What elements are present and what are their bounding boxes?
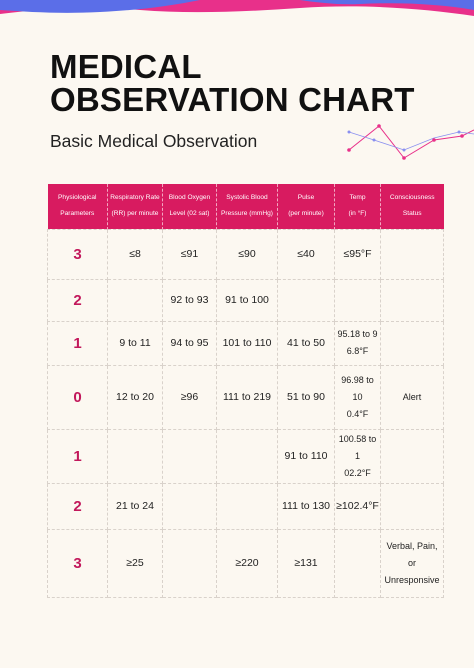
table-header: Physiological Parameters Respiratory Rate (… <box>47 184 444 229</box>
table-cell: 91 to 110 <box>277 428 335 484</box>
table-row: 0 12 to 20 ≥96 111 to 219 51 to 90 96.98 to 1… <box>47 364 444 430</box>
column-header-line: Pressure (mmHg) <box>220 210 274 218</box>
table-cell: 41 to 50 <box>277 320 335 366</box>
table-cell: ≥25 <box>107 528 163 598</box>
column-header-line: Physiological <box>58 194 97 202</box>
table-cell: 101 to 110 <box>216 320 278 366</box>
title-line-1: MEDICAL <box>50 48 202 85</box>
score-cell: 2 <box>47 278 108 322</box>
table-cell: 94 to 95 <box>162 320 217 366</box>
table-cell: 92 to 93 <box>162 278 217 322</box>
table-cell <box>162 428 217 484</box>
observation-table: Physiological Parameters Respiratory Rate (… <box>47 184 444 598</box>
column-header: Pulse (per minute) <box>277 184 335 229</box>
page-subtitle: Basic Medical Observation <box>50 131 258 151</box>
column-header-line: Consciousness <box>389 194 435 202</box>
table-cell: 111 to 130 <box>277 482 335 530</box>
table-cell <box>277 278 335 322</box>
column-header-line: (in °F) <box>348 210 367 218</box>
table-cell <box>216 482 278 530</box>
header-row: Physiological Parameters Respiratory Rate (… <box>47 184 444 229</box>
score-cell: 3 <box>47 228 108 280</box>
table-row: 1 91 to 110 100.58 to 1 02.2°F <box>47 428 444 484</box>
table-row: 3 ≥25 ≥220 ≥131 Verbal, Pain, or Unresponsiv… <box>47 528 444 598</box>
table-cell <box>380 228 444 280</box>
table-row: 2 21 to 24 111 to 130 ≥102.4°F <box>47 482 444 530</box>
column-header-line: Parameters <box>60 210 95 218</box>
table-body: 3 ≤8 ≤91 ≤90 ≤40 ≤95°F 2 92 to 93 91 to 100 1 9 to… <box>47 228 444 598</box>
table-cell <box>216 428 278 484</box>
column-header: Blood Oxygen Level (02 sat) <box>162 184 217 229</box>
column-header-line: Status <box>402 210 422 218</box>
table-cell <box>380 482 444 530</box>
table-cell: ≥102.4°F <box>334 482 381 530</box>
table-cell <box>107 428 163 484</box>
table-cell <box>334 528 381 598</box>
table-cell: 9 to 11 <box>107 320 163 366</box>
table-cell <box>380 278 444 322</box>
score-cell: 1 <box>47 320 108 366</box>
table-cell: 21 to 24 <box>107 482 163 530</box>
column-header-line: Blood Oxygen <box>168 194 211 202</box>
score-cell: 3 <box>47 528 108 598</box>
column-header-line: Pulse <box>297 194 315 202</box>
decorative-line-graphic <box>347 124 474 160</box>
table-cell: 100.58 to 1 02.2°F <box>334 428 381 484</box>
table-cell <box>334 278 381 322</box>
column-header: Physiological Parameters <box>47 184 108 229</box>
table-cell: Alert <box>380 364 444 430</box>
table-cell: Verbal, Pain, or Unresponsive <box>380 528 444 598</box>
column-header-line: Temp <box>349 194 366 202</box>
column-header-line: Respiratory Rate <box>110 194 160 202</box>
column-header: Respiratory Rate (RR) per minute <box>107 184 163 229</box>
title-line-2: OBSERVATION CHART <box>50 81 415 118</box>
table-cell: 51 to 90 <box>277 364 335 430</box>
table-cell <box>162 482 217 530</box>
column-header: Consciousness Status <box>380 184 444 229</box>
table-cell: ≥96 <box>162 364 217 430</box>
table-cell: 95.18 to 9 6.8°F <box>334 320 381 366</box>
table-row: 3 ≤8 ≤91 ≤90 ≤40 ≤95°F <box>47 228 444 280</box>
score-cell: 1 <box>47 428 108 484</box>
table-cell: ≤91 <box>162 228 217 280</box>
column-header-line: (per minute) <box>288 210 324 218</box>
table-cell: ≤90 <box>216 228 278 280</box>
table-cell: ≥131 <box>277 528 335 598</box>
table-cell: ≥220 <box>216 528 278 598</box>
page-title: MEDICAL OBSERVATION CHART <box>50 50 415 116</box>
column-header-line: Level (02 sat) <box>169 210 210 218</box>
table-cell: 96.98 to 10 0.4°F <box>334 364 381 430</box>
score-cell: 0 <box>47 364 108 430</box>
column-header-line: (RR) per minute <box>111 210 159 218</box>
decorative-top-band <box>0 0 474 16</box>
table-cell <box>380 428 444 484</box>
table-cell <box>107 278 163 322</box>
column-header: Temp (in °F) <box>334 184 381 229</box>
table-cell: 12 to 20 <box>107 364 163 430</box>
column-header-line: Systolic Blood <box>226 194 268 202</box>
table-cell: 91 to 100 <box>216 278 278 322</box>
column-header: Systolic Blood Pressure (mmHg) <box>216 184 278 229</box>
table-cell: ≤95°F <box>334 228 381 280</box>
table-row: 2 92 to 93 91 to 100 <box>47 278 444 322</box>
table-cell <box>162 528 217 598</box>
table-cell <box>380 320 444 366</box>
table-cell: 111 to 219 <box>216 364 278 430</box>
table-cell: ≤8 <box>107 228 163 280</box>
score-cell: 2 <box>47 482 108 530</box>
table-cell: ≤40 <box>277 228 335 280</box>
